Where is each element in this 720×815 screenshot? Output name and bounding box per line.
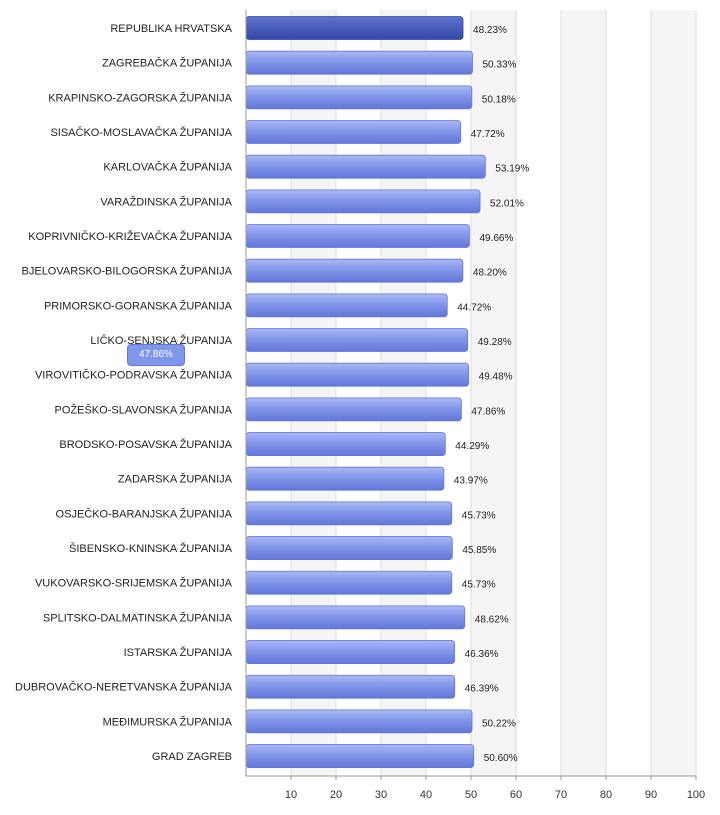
value-tooltip: 47.86% [127,344,185,366]
bar [245,189,481,214]
bar [245,605,466,630]
bar [245,258,464,283]
category-label: KOPRIVNIČKO-KRIŽEVAČKA ŽUPANIJA [28,230,232,243]
category-label: DUBROVAČKO-NERETVANSKA ŽUPANIJA [15,681,233,694]
bars [245,16,486,768]
category-label: SPLITSKO-DALMATINSKA ŽUPANIJA [43,611,233,624]
bar [245,501,453,526]
value-label: 43.97% [454,476,488,487]
category-label: KRAPINSKO-ZAGORSKA ŽUPANIJA [48,91,232,104]
bar [245,536,453,560]
bar [245,466,445,491]
grid-stripe [561,10,606,776]
value-label: 49.28% [478,337,512,348]
bar [245,85,473,110]
category-label: ZADARSKA ŽUPANIJA [118,473,233,486]
grid-stripe [471,10,516,776]
value-label: 47.86% [471,406,505,417]
value-label: 45.85% [462,545,496,556]
bar [245,362,470,387]
x-tick-label: 90 [645,789,657,801]
value-label: 44.72% [457,302,491,313]
value-label: 50.33% [482,60,516,71]
value-label: 45.73% [462,580,496,591]
category-label: VIROVITIČKO-PODRAVSKA ŽUPANIJA [35,369,233,382]
category-label: SISAČKO-MOSLAVAČKA ŽUPANIJA [50,126,232,139]
bar [245,570,453,595]
bar [245,224,470,248]
grid-stripe [651,10,696,776]
bar [245,744,475,768]
category-label: REPUBLIKA HRVATSKA [110,23,232,35]
value-label: 46.36% [465,649,499,660]
value-label: 44.29% [455,441,489,452]
bar [245,640,456,664]
category-label: ZAGREBAČKA ŽUPANIJA [102,57,233,70]
bar [245,120,462,144]
value-label: 53.19% [495,164,529,175]
value-label: 49.66% [479,233,513,244]
bar [245,293,448,318]
x-tick-label: 10 [285,789,297,801]
bar [245,328,469,352]
category-label: VUKOVARSKO-SRIJEMSKA ŽUPANIJA [35,577,233,590]
value-label: 49.48% [479,372,513,383]
category-label: BJELOVARSKO-BILOGORSKA ŽUPANIJA [22,265,233,278]
category-label: PRIMORSKO-GORANSKA ŽUPANIJA [44,299,233,312]
bar [245,50,473,75]
x-tick-label: 50 [465,789,477,801]
value-label: 48.62% [475,614,509,625]
bar [245,674,456,699]
x-axis: 10 20 30 40 50 60 70 80 90 100 [245,10,705,801]
bar [245,432,446,456]
bar [245,709,473,734]
category-label: ISTARSKA ŽUPANIJA [124,646,233,659]
category-label: OSJEČKO-BARANJSKA ŽUPANIJA [56,507,233,520]
value-label: 47.72% [471,129,505,140]
x-tick-label: 100 [687,789,705,801]
value-label: 46.39% [465,684,499,695]
bar [245,154,486,179]
value-label: 50.18% [482,94,516,105]
value-label: 48.23% [473,25,507,36]
bar [245,16,464,40]
category-label: POŽEŠKO-SLAVONSKA ŽUPANIJA [55,403,233,416]
x-tick-label: 20 [330,789,342,801]
category-label: ŠIBENSKO-KNINSKA ŽUPANIJA [69,542,233,555]
value-label: 50.22% [482,718,516,729]
x-tick-label: 40 [420,789,432,801]
value-label: 45.73% [462,510,496,521]
category-labels: REPUBLIKA HRVATSKA ZAGREBAČKA ŽUPANIJA KRA… [15,23,233,763]
category-label: VARAŽDINSKA ŽUPANIJA [100,195,232,208]
value-label: 50.60% [484,753,518,764]
x-tick-label: 70 [555,789,567,801]
x-tick-label: 60 [510,789,522,801]
category-label: MEĐIMURSKA ŽUPANIJA [103,715,233,728]
category-label: GRAD ZAGREB [152,751,232,763]
value-label: 48.20% [473,268,507,279]
value-label: 52.01% [490,198,524,209]
category-label: BRODSKO-POSAVSKA ŽUPANIJA [59,438,232,451]
bar [245,397,462,422]
x-tick-label: 30 [375,789,387,801]
value-labels: 48.23% 50.33% 50.18% 47.72% 53.19% 52.01% 49.6… [454,25,530,764]
x-tick-label: 80 [600,789,612,801]
category-label: LIČKO-SENJSKA ŽUPANIJA [90,334,232,347]
category-label: KARLOVAČKA ŽUPANIJA [103,161,232,174]
